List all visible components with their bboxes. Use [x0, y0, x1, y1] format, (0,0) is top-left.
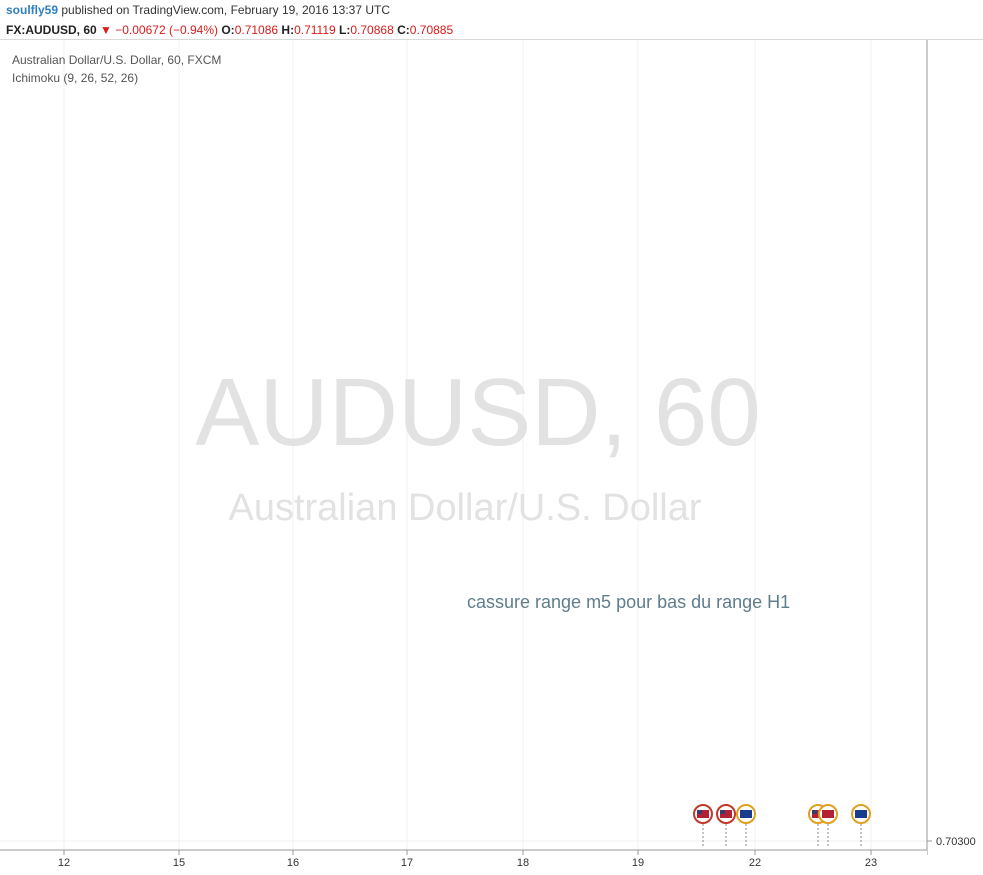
open-value: 0.71086	[234, 23, 279, 37]
time-tick-label: 18	[517, 857, 529, 869]
open-label: O:	[221, 23, 235, 37]
high-value: 0.71119	[294, 23, 336, 37]
ohlc-bar: FX:AUDUSD, 60 ▼ −0.00672 (−0.94%) O:0.71…	[0, 20, 983, 40]
time-axis-ticks: 12 15 16 17 18 19 22 23	[58, 850, 877, 869]
grid-lines	[0, 40, 927, 850]
close-label: C:	[397, 23, 410, 37]
price-axis[interactable]	[927, 40, 983, 855]
time-tick-label: 12	[58, 857, 70, 869]
time-tick-label: 16	[287, 857, 299, 869]
price-axis-ticks: 0.719000.718000.717000.716000.715000.714…	[927, 836, 976, 848]
change-label: ▼ −0.00672 (−0.94%)	[100, 23, 218, 37]
author-name[interactable]: soulfly59	[6, 3, 59, 17]
time-tick-label: 15	[173, 857, 185, 869]
symbol-label: FX:AUDUSD, 60	[6, 23, 97, 37]
publish-header: soulfly59 published on TradingView.com, …	[0, 0, 983, 21]
time-tick-label: 19	[632, 857, 644, 869]
close-value: 0.70885	[409, 23, 454, 37]
publish-info: published on TradingView.com, February 1…	[61, 3, 391, 17]
indicator-legend[interactable]: Ichimoku (9, 26, 52, 26)	[12, 71, 138, 85]
time-axis[interactable]	[0, 850, 927, 875]
low-value: 0.70868	[350, 23, 394, 37]
watermark-name: Australian Dollar/U.S. Dollar	[228, 487, 701, 529]
time-tick-label: 17	[401, 857, 413, 869]
au-flag-icon[interactable]	[736, 804, 756, 824]
au-flag-icon[interactable]	[851, 804, 871, 824]
time-tick-label: 23	[865, 857, 877, 869]
low-label: L:	[339, 23, 351, 37]
price-tick-label: 0.70300	[936, 836, 976, 848]
annotation-text[interactable]: cassure range m5 pour bas du range H1	[467, 592, 790, 612]
time-tick-label: 22	[749, 857, 761, 869]
watermark-symbol: AUDUSD, 60	[195, 359, 761, 466]
us-flag-icon[interactable]	[693, 804, 713, 824]
economic-event-flags[interactable]	[693, 804, 871, 848]
price-chart[interactable]: AUDUSD, 60 Australian Dollar/U.S. Dollar…	[0, 40, 983, 875]
high-label: H:	[281, 23, 295, 37]
us-flag-icon[interactable]	[716, 804, 736, 824]
chart-legend-title: Australian Dollar/U.S. Dollar, 60, FXCM	[12, 53, 221, 67]
flag-stems	[702, 824, 862, 848]
us-flag-icon[interactable]	[818, 804, 838, 824]
